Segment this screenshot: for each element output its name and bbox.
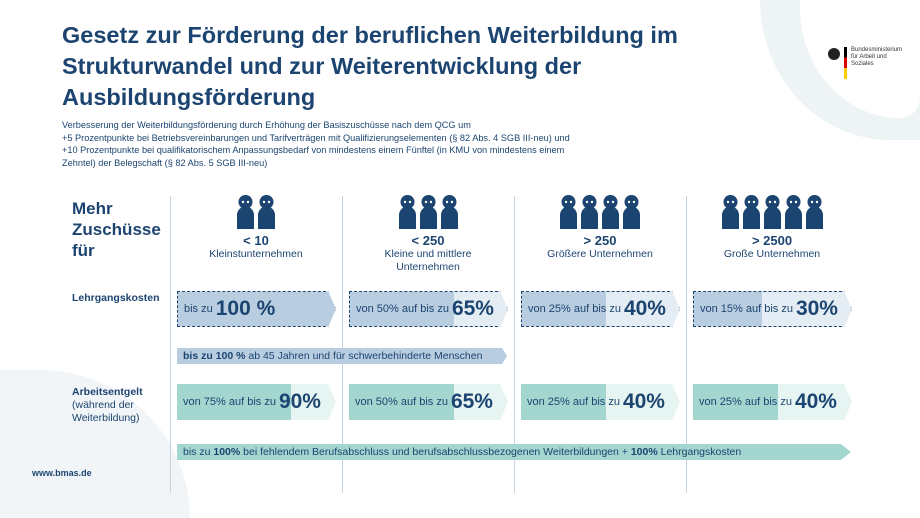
divider xyxy=(514,196,515,493)
person-icon xyxy=(805,195,823,229)
subsidy-box: von 25% auf bis zu 40% xyxy=(521,291,680,327)
subsidy-box: von 50% auf bis zu 65% xyxy=(349,291,508,327)
subsidy-box: von 75% auf bis zu 90% xyxy=(177,384,336,420)
divider xyxy=(342,196,343,493)
subsidy-box: von 25% auf bis zu 40% xyxy=(693,384,852,420)
eagle-icon xyxy=(828,48,840,60)
person-icon xyxy=(258,195,275,229)
person-icon xyxy=(784,195,802,229)
person-icon xyxy=(721,195,739,229)
company-size-column: > 2500 Große Unternehmen xyxy=(686,193,858,261)
person-icon xyxy=(602,195,619,229)
person-icon xyxy=(237,195,254,229)
person-icon xyxy=(560,195,577,229)
subsidy-box: von 50% auf bis zu 65% xyxy=(349,384,508,420)
subsidy-box: bis zu 100 % xyxy=(177,291,336,327)
person-icon xyxy=(398,195,416,229)
subsidy-box: von 15% auf bis zu 30% xyxy=(693,291,852,327)
subtitle: Verbesserung der Weiterbildungsförderung… xyxy=(62,120,570,168)
row-label-lehrgangskosten: Lehrgangskosten xyxy=(72,292,160,304)
footer-url: www.bmas.de xyxy=(32,468,92,478)
note-entgelt: bis zu 100% bei fehlendem Berufsabschlus… xyxy=(177,444,851,460)
divider xyxy=(686,196,687,493)
divider xyxy=(170,196,171,493)
person-icon xyxy=(440,195,458,229)
page-title: Gesetz zur Förderung der beruflichen Wei… xyxy=(62,22,678,110)
bmas-logo: Bundesministerium für Arbeit und Soziale… xyxy=(828,47,903,79)
row-label-arbeitsentgelt: Arbeitsentgelt (während der Weiterbildung… xyxy=(72,386,143,424)
person-icon xyxy=(581,195,598,229)
person-icon xyxy=(419,195,437,229)
person-icon xyxy=(623,195,640,229)
company-size-column: < 250 Kleine und mittlere Unternehmen xyxy=(342,193,514,274)
company-size-column: < 10 Kleinstunternehmen xyxy=(170,193,342,261)
subsidy-box: von 25% auf bis zu 40% xyxy=(521,384,680,420)
note-lehrgang: bis zu 100 % ab 45 Jahren und für schwer… xyxy=(177,348,507,364)
company-size-column: > 250 Größere Unternehmen xyxy=(514,193,686,261)
person-icon xyxy=(763,195,781,229)
person-icon xyxy=(742,195,760,229)
flag-bar xyxy=(844,47,847,79)
section-heading: Mehr Zuschüsse für xyxy=(72,199,161,260)
